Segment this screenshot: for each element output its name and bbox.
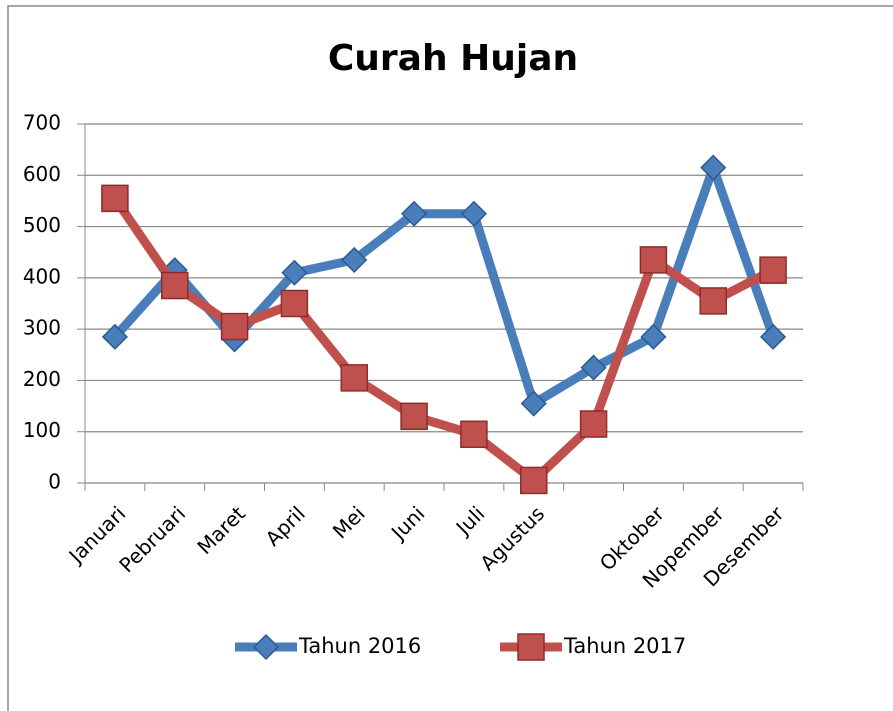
- y-tick-label: 700: [23, 111, 61, 135]
- point-marker: [520, 390, 547, 417]
- y-tick-label: 400: [23, 264, 61, 288]
- point-marker: [639, 246, 668, 274]
- point-marker: [220, 312, 249, 341]
- point-marker: [460, 420, 488, 449]
- point-marker: [699, 287, 727, 315]
- point-marker: [460, 200, 487, 227]
- legend-marker: [252, 633, 280, 661]
- point-marker: [341, 246, 368, 273]
- point-marker: [520, 466, 548, 495]
- point-marker: [281, 259, 308, 286]
- point-marker: [760, 323, 787, 350]
- point-marker: [640, 323, 667, 350]
- point-marker: [401, 200, 428, 227]
- y-tick-label: 200: [23, 367, 61, 391]
- y-tick-label: 300: [23, 316, 61, 340]
- legend-label: Tahun 2016: [298, 634, 421, 658]
- point-marker: [759, 256, 787, 284]
- point-marker: [101, 184, 129, 213]
- chart-frame: [7, 5, 893, 711]
- legend-label: Tahun 2017: [563, 634, 686, 658]
- point-marker: [580, 354, 607, 381]
- y-tick-label: 0: [48, 470, 61, 494]
- point-marker: [340, 364, 368, 392]
- chart-title: Curah Hujan: [328, 38, 578, 79]
- point-marker: [400, 402, 428, 431]
- y-tick-label: 500: [23, 213, 61, 237]
- point-marker: [101, 323, 128, 350]
- point-marker: [579, 410, 608, 438]
- point-marker: [161, 271, 189, 300]
- y-tick-label: 100: [23, 418, 61, 442]
- point-marker: [280, 289, 309, 318]
- y-tick-label: 600: [23, 162, 61, 186]
- point-marker: [700, 154, 727, 181]
- legend-marker: [517, 633, 545, 661]
